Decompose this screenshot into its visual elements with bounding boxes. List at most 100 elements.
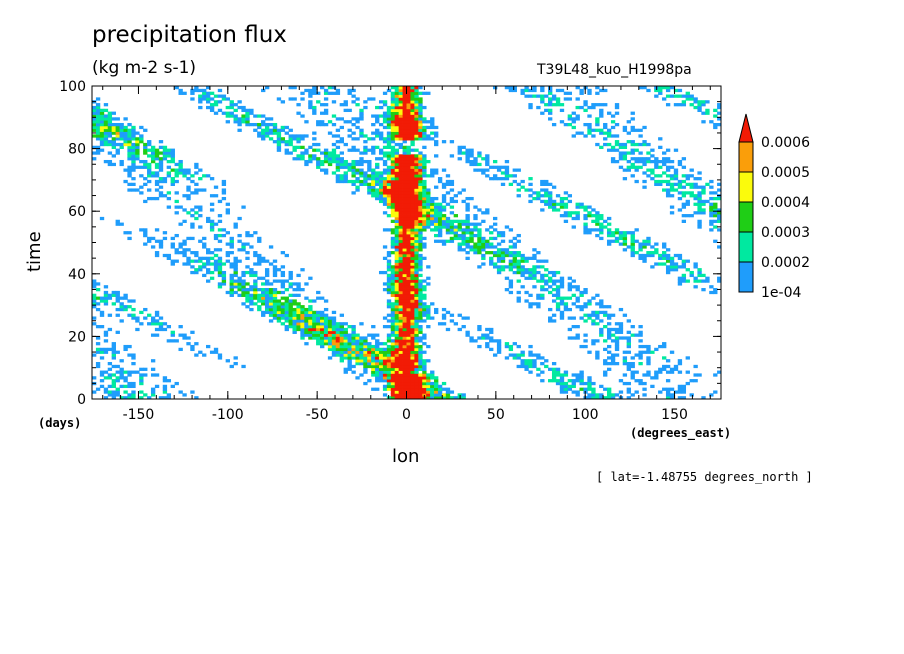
field-cell	[162, 177, 168, 181]
field-cell	[618, 327, 624, 332]
field-cell	[504, 171, 510, 175]
field-cell	[410, 273, 415, 278]
field-cell	[548, 307, 553, 312]
field-cell	[414, 103, 419, 107]
field-cell	[551, 299, 557, 303]
field-cell	[99, 108, 105, 113]
field-cell	[355, 339, 360, 343]
field-cell	[107, 122, 113, 127]
field-cell	[591, 322, 596, 326]
y-tick-label: 100	[59, 79, 86, 95]
field-cell	[213, 185, 219, 189]
field-cell	[162, 253, 168, 258]
field-cell	[414, 251, 419, 255]
field-cell	[532, 362, 537, 366]
field-cell	[689, 379, 694, 383]
field-cell	[559, 103, 565, 107]
field-cell	[375, 188, 380, 192]
field-cell	[559, 376, 565, 380]
field-cell	[288, 282, 293, 286]
field-cell	[154, 228, 160, 232]
field-cell	[300, 137, 305, 141]
field-cell	[312, 111, 317, 115]
field-cell	[378, 376, 384, 380]
field-cell	[406, 168, 411, 172]
field-cell	[402, 239, 407, 243]
field-cell	[489, 251, 494, 255]
field-cell	[485, 174, 490, 178]
field-cell	[410, 356, 415, 360]
field-cell	[402, 259, 407, 263]
field-cell	[646, 159, 651, 164]
field-cell	[528, 302, 533, 306]
field-cell	[154, 313, 160, 317]
field-cell	[402, 350, 407, 354]
field-cell	[170, 262, 175, 266]
field-cell	[622, 381, 628, 386]
field-cell	[662, 262, 667, 266]
field-cell	[441, 222, 447, 226]
field-cell	[378, 185, 384, 189]
field-cell	[147, 168, 152, 172]
field-cell	[127, 393, 132, 397]
field-cell	[410, 188, 415, 192]
field-cell	[292, 319, 297, 323]
field-cell	[677, 396, 683, 400]
field-cell	[681, 390, 687, 394]
field-cell	[382, 140, 388, 144]
field-cell	[492, 177, 498, 181]
field-cell	[402, 393, 407, 397]
field-cell	[339, 162, 344, 167]
field-cell	[437, 225, 443, 229]
field-cell	[398, 103, 403, 107]
field-cell	[398, 211, 403, 215]
field-cell	[426, 305, 431, 309]
field-cell	[662, 86, 667, 90]
field-cell	[217, 248, 223, 252]
field-cell	[111, 384, 116, 389]
field-cell	[516, 168, 521, 172]
field-cell	[339, 179, 344, 184]
field-cell	[717, 208, 722, 212]
field-cell	[390, 165, 396, 169]
field-cell	[182, 239, 187, 243]
field-cell	[382, 359, 388, 363]
field-cell	[351, 145, 356, 149]
field-cell	[213, 100, 219, 104]
field-cell	[292, 307, 297, 312]
field-cell	[669, 94, 675, 98]
field-cell	[229, 242, 234, 246]
field-cell	[127, 140, 132, 144]
field-cell	[563, 97, 569, 101]
field-cell	[496, 270, 502, 275]
field-cell	[496, 265, 502, 269]
field-cell	[394, 336, 400, 340]
field-cell	[398, 390, 403, 394]
field-cell	[426, 393, 431, 397]
field-cell	[563, 381, 569, 386]
field-cell	[103, 390, 109, 394]
field-cell	[548, 108, 553, 113]
field-cell	[406, 325, 411, 329]
field-cell	[402, 225, 407, 229]
field-cell	[335, 347, 341, 352]
field-cell	[335, 159, 341, 164]
field-cell	[689, 94, 694, 98]
field-cell	[131, 157, 136, 161]
field-cell	[390, 293, 396, 297]
field-cell	[414, 245, 419, 249]
field-cell	[410, 194, 415, 198]
field-cell	[323, 299, 329, 303]
field-cell	[147, 140, 152, 144]
field-cell	[327, 344, 333, 349]
field-cell	[422, 242, 427, 246]
field-cell	[496, 268, 502, 272]
field-cell	[351, 165, 356, 169]
field-cell	[158, 162, 164, 167]
field-cell	[489, 339, 494, 343]
field-cell	[107, 296, 113, 300]
field-cell	[323, 316, 329, 320]
field-cell	[119, 162, 124, 167]
field-cell	[95, 307, 101, 312]
field-cell	[489, 245, 494, 249]
